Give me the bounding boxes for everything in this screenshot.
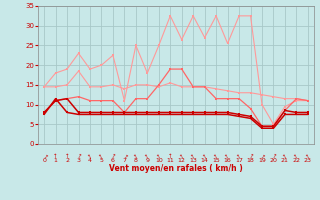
Text: ↑: ↑ bbox=[247, 154, 254, 160]
Text: ↑: ↑ bbox=[168, 154, 172, 159]
Text: ↑: ↑ bbox=[75, 154, 82, 160]
Text: ↑: ↑ bbox=[87, 154, 93, 160]
Text: ↑: ↑ bbox=[65, 154, 69, 159]
Text: ↑: ↑ bbox=[132, 154, 139, 160]
Text: ↑: ↑ bbox=[53, 154, 58, 159]
Text: ↑: ↑ bbox=[156, 154, 162, 160]
Text: ↑: ↑ bbox=[305, 154, 311, 160]
Text: ↑: ↑ bbox=[270, 154, 277, 160]
Text: ↑: ↑ bbox=[144, 154, 151, 160]
X-axis label: Vent moyen/en rafales ( km/h ): Vent moyen/en rafales ( km/h ) bbox=[109, 164, 243, 173]
Text: ↑: ↑ bbox=[179, 154, 185, 160]
Text: ↑: ↑ bbox=[293, 154, 300, 160]
Text: ↑: ↑ bbox=[110, 154, 116, 160]
Text: ↑: ↑ bbox=[98, 154, 105, 160]
Text: ↑: ↑ bbox=[259, 154, 265, 161]
Text: ↑: ↑ bbox=[236, 154, 242, 160]
Text: ↑: ↑ bbox=[190, 154, 196, 160]
Text: ↑: ↑ bbox=[213, 154, 220, 160]
Text: ↑: ↑ bbox=[201, 154, 208, 160]
Text: ↑: ↑ bbox=[121, 154, 128, 161]
Text: ↑: ↑ bbox=[224, 154, 231, 160]
Text: ↑: ↑ bbox=[282, 154, 288, 160]
Text: ↑: ↑ bbox=[41, 154, 48, 161]
